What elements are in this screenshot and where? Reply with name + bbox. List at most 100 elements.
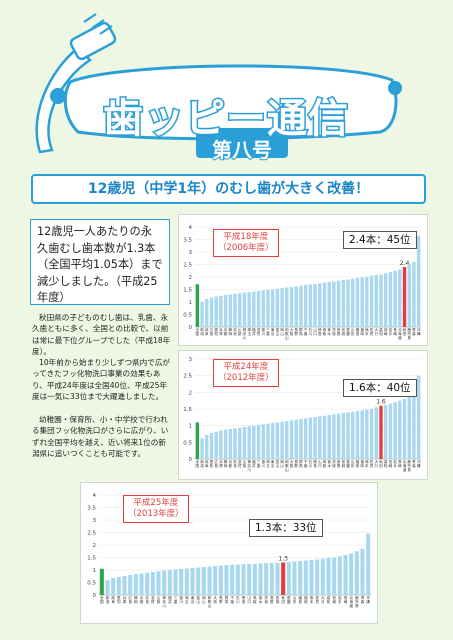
bar-青森 [412,390,416,459]
bar-高知 [383,405,388,459]
bar-東京 [270,289,275,327]
x-tick-label: 山形 [351,459,355,468]
bar-岐阜 [111,578,116,595]
x-tick-label: 奈良 [233,459,237,468]
bar-北海道 [398,269,402,327]
bar-愛知 [214,296,218,327]
x-tick-label: 愛知 [214,327,218,336]
x-tick-label: 山形 [351,327,355,336]
x-tick-label: 福島 [356,459,360,468]
x-tick-label: 岩手 [389,327,393,336]
bar-島根 [336,413,341,459]
x-tick-label: 徳島 [242,595,246,604]
x-tick-label: 徳島 [318,327,322,336]
chart-2013-year-sub: （2013年度） [128,509,184,519]
x-tick-label: 京都 [229,459,233,468]
lead-box: 12歳児一人あたりの永久歯むし歯本数が1.3本（全国平均1.05本）まで減少しま… [30,219,170,305]
y-tick-label: 1.5 [87,556,96,562]
bar-鹿児島 [354,551,359,595]
x-tick-label: 兵庫 [123,595,127,604]
x-tick-label: 宮城 [342,459,346,468]
x-tick-label: 佐賀 [315,595,319,604]
chart-2012: 0 0.5 1 1.5 2 2.5 3 全国 新潟 岐阜 愛知 広島 兵庫 静岡 京都 奈良 滋賀 山梨 神奈川 福井… [178,350,428,480]
bar-北海道 [349,553,354,595]
x-tick-label: 和歌山 [208,595,212,608]
chart-2006: 0 0.5 1 1.5 2 2.5 3 3.5 4 全国 新潟 岐阜 広島 愛知 兵庫 京都 静岡 奈良 山梨 神奈川… [178,214,428,346]
x-tick-label: 福岡 [360,459,364,468]
x-tick-label: 福井 [252,327,256,336]
x-tick-label: 青森 [361,595,365,604]
x-tick-label: 島根 [337,327,341,336]
x-tick-label: 岩手 [338,595,342,604]
lead-text: 12歳児一人あたりの永久歯むし歯本数が1.3本（全国平均1.05本）まで減少しま… [37,225,163,304]
bar-宮崎 [388,403,393,459]
chart-2013-plot: 0 0.5 1 1.5 2 2.5 3 3.5 4 全国新潟岐阜愛知兵庫広島静岡京都奈良滋賀山梨神… [87,493,371,608]
y-tick-label: 3.5 [87,506,96,512]
x-tick-label: 京都 [224,327,228,336]
x-tick-label: 鳥取 [323,327,327,336]
y-tick-label: 3.5 [183,238,192,244]
bar-広島 [128,575,133,595]
bar-長崎 [398,400,402,459]
y-tick-label: 2 [189,390,193,396]
x-tick-label: 熊本 [365,459,369,468]
x-tick-label: 岐阜 [205,327,209,336]
bar-長野 [218,565,223,595]
y-tick-label: 0.5 [183,313,192,319]
bar-宮城 [275,562,280,595]
bar-埼玉 [247,292,251,327]
y-tick-label: 4 [189,225,193,231]
bar-千葉 [230,564,235,595]
x-tick-label: 岩手 [393,459,397,468]
bar-新潟 [200,302,204,327]
bar-山形 [351,278,355,327]
x-tick-label: 鹿児島 [407,459,411,472]
x-tick-label: 鹿児島 [355,595,359,608]
chart-2006-plot: 0 0.5 1 1.5 2 2.5 3 3.5 4 全国新潟岐阜広島愛知兵庫京都静岡奈良山梨神奈川… [183,225,421,340]
bar-全国 [99,568,104,595]
chart-2006-year-sub: （2006年度） [218,243,274,253]
x-tick-label: 新潟 [200,327,204,336]
bar-福井 [252,425,256,459]
newsletter-title: 歯ッピー通信 [102,95,350,144]
x-tick-label: 茨城 [332,327,336,336]
y-tick-label: 4 [93,493,97,499]
x-tick-label: 神奈川 [162,595,166,608]
bar-茨城 [332,281,336,327]
x-tick-label: 滋賀 [238,459,242,468]
bar-栃木 [327,282,331,327]
x-tick-label: 滋賀 [257,327,261,336]
bar-島根 [336,280,341,327]
x-tick-label: 山口 [313,327,317,336]
x-tick-label: 神奈川 [247,459,251,472]
x-tick-label: 富山 [276,327,280,336]
body-paragraph-3: 幼稚園・保育所、小・中学校で行われる集団フッ化物洗口がさらに広がり、いずれ全国平… [32,415,169,459]
x-tick-label: 佐賀 [370,459,374,468]
x-tick-label: 全国 [196,459,200,468]
bar-愛媛 [346,279,350,327]
bar-兵庫 [219,430,223,459]
bar-福井 [167,570,172,595]
bar-岡山 [280,421,284,459]
x-tick-label: 群馬 [225,595,229,604]
bar-岡山 [280,288,284,327]
x-tick-label: 埼玉 [185,595,189,604]
bar-岐阜 [205,435,209,459]
x-tick-label: 和歌山 [285,327,289,340]
bar-宮城 [341,413,346,459]
bar-岩手 [393,402,397,459]
bar-宮崎 [383,273,388,327]
y-tick-label: 2 [189,275,193,281]
bar-福岡 [360,277,364,327]
bar-奈良 [233,428,237,459]
y-tick-label: 1.5 [183,288,192,294]
bar-長野 [294,286,298,327]
x-tick-label: 沖縄 [417,327,421,336]
x-tick-label: 栃木 [259,595,263,604]
bar-神奈川 [162,570,167,595]
bar-沖縄 [416,375,421,459]
chart-2006-year-box: 平成18年度 （2006年度） [213,229,279,257]
bar-秋田 [402,267,407,327]
bar-岩手 [388,272,393,327]
